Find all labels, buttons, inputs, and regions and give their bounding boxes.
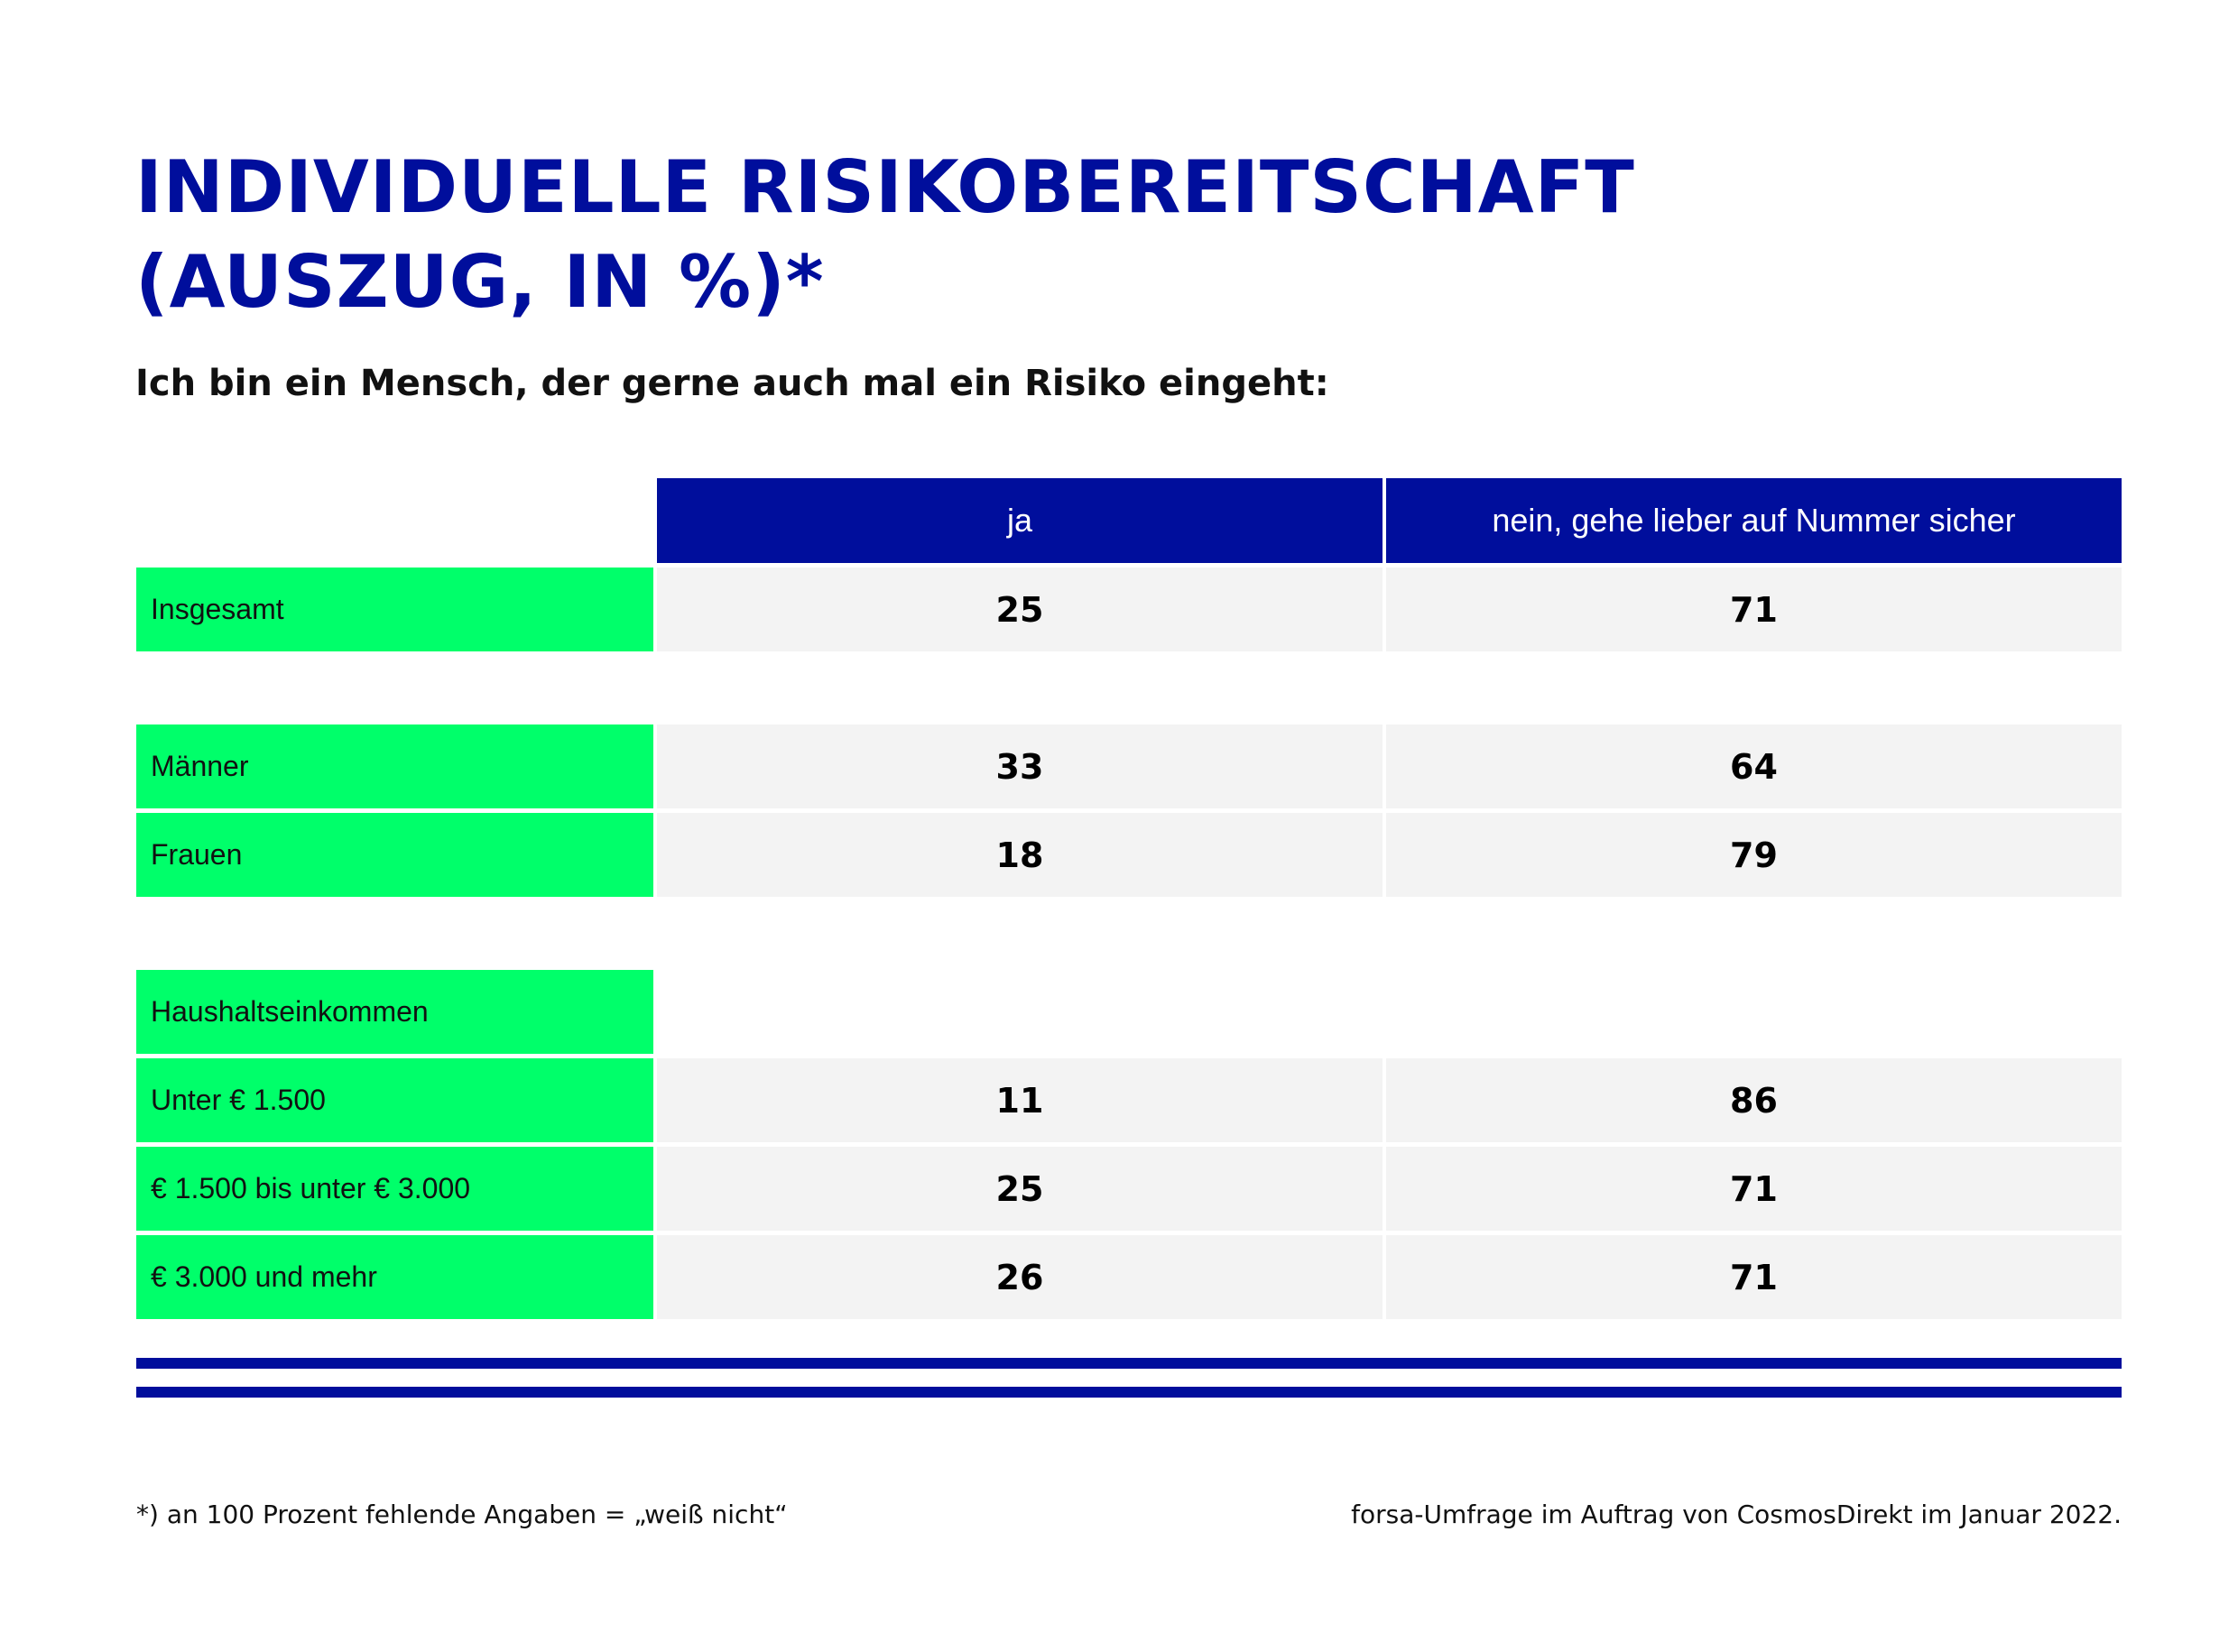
row-label-maenner: Männer [136, 724, 653, 808]
chart-subtitle: Ich bin ein Mensch, der gerne auch mal e… [135, 363, 1329, 404]
footnote: *) an 100 Prozent fehlende Angaben = „we… [136, 1500, 788, 1529]
row-label-frauen: Frauen [136, 813, 653, 897]
column-header-ja: ja [657, 478, 1383, 563]
value-unter-1500-nein: 86 [1386, 1058, 2122, 1142]
value-1500-bis-3000-ja: 25 [657, 1147, 1383, 1231]
value-unter-1500-ja: 11 [657, 1058, 1383, 1142]
divider-line-bottom [136, 1387, 2122, 1398]
value-maenner-nein: 64 [1386, 724, 2122, 808]
divider-line-top [136, 1358, 2122, 1369]
value-maenner-ja: 33 [657, 724, 1383, 808]
value-frauen-ja: 18 [657, 813, 1383, 897]
chart-title: INDIVIDUELLE RISIKOBEREITSCHAFT (AUSZUG,… [135, 140, 1635, 329]
value-insgesamt-ja: 25 [657, 568, 1383, 651]
value-insgesamt-nein: 71 [1386, 568, 2122, 651]
value-3000-und-mehr-ja: 26 [657, 1235, 1383, 1319]
title-line-2: (AUSZUG, IN %)* [135, 240, 825, 324]
value-frauen-nein: 79 [1386, 813, 2122, 897]
column-header-nein: nein, gehe lieber auf Nummer sicher [1386, 478, 2122, 563]
title-line-1: INDIVIDUELLE RISIKOBEREITSCHAFT [135, 145, 1635, 229]
source-note: forsa-Umfrage im Auftrag von CosmosDirek… [1351, 1500, 2122, 1529]
value-1500-bis-3000-nein: 71 [1386, 1147, 2122, 1231]
row-label-insgesamt: Insgesamt [136, 568, 653, 651]
row-label-haushaltseinkommen: Haushaltseinkommen [136, 970, 653, 1054]
row-label-3000-und-mehr: € 3.000 und mehr [136, 1235, 653, 1319]
value-3000-und-mehr-nein: 71 [1386, 1235, 2122, 1319]
row-label-unter-1500: Unter € 1.500 [136, 1058, 653, 1142]
row-label-1500-bis-3000: € 1.500 bis unter € 3.000 [136, 1147, 653, 1231]
